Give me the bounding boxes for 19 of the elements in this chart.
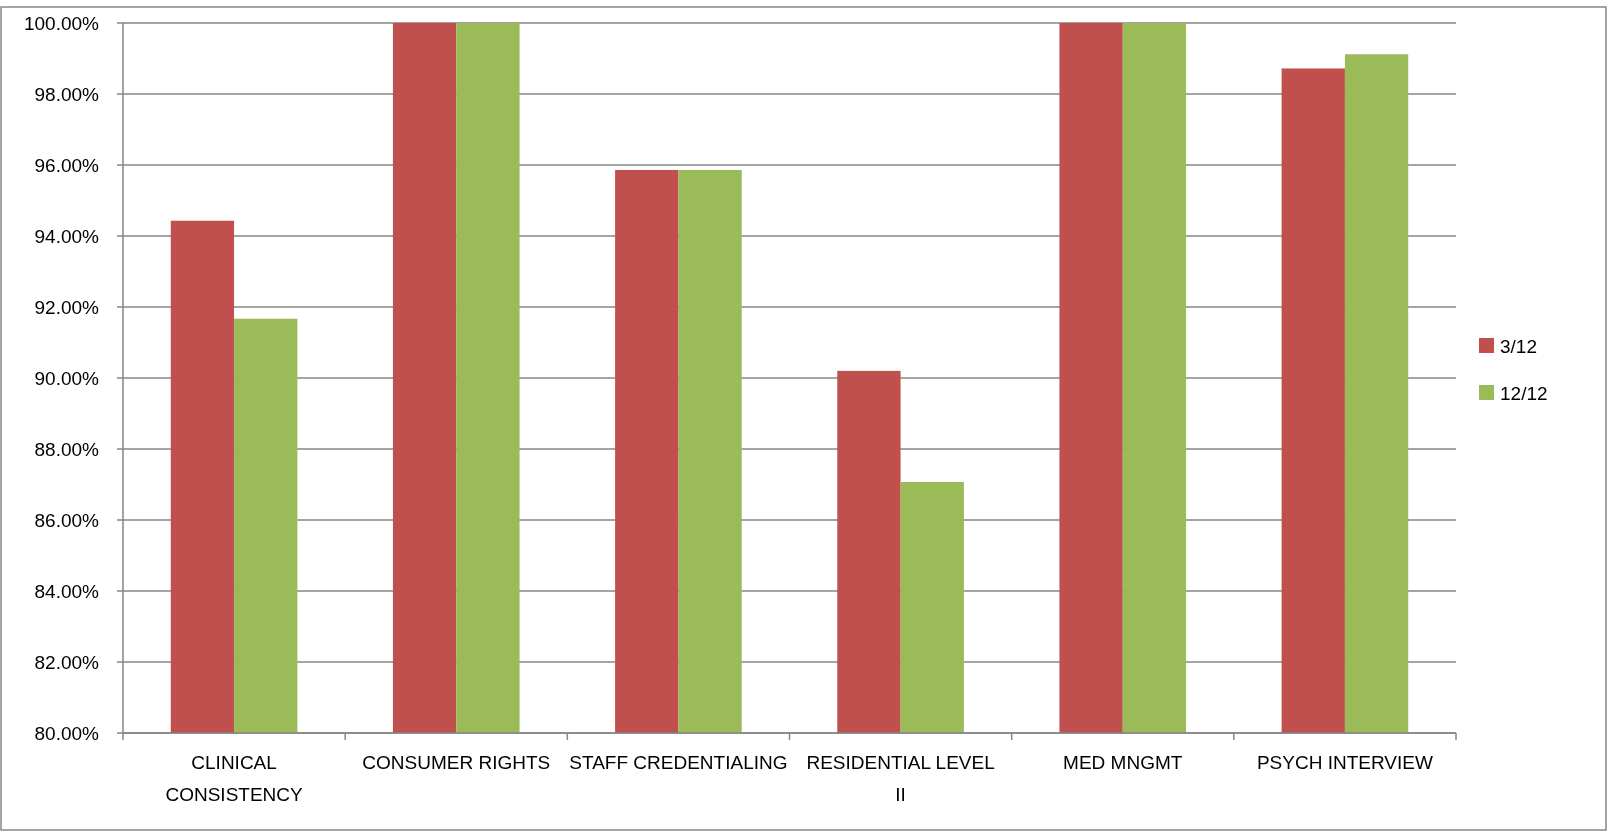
y-tick-label: 96.00% [34,154,100,176]
y-tick-label: 88.00% [34,438,100,460]
y-tick-label: 94.00% [34,225,100,247]
legend-label: 12/12 [1500,382,1548,404]
y-tick-label: 98.00% [34,83,100,105]
y-tick-label: 90.00% [34,367,100,389]
y-tick-label: 100.00% [23,12,100,34]
legend-label: 3/12 [1500,335,1537,357]
y-tick-label: 82.00% [34,651,100,673]
x-tick-label: PSYCH INTERVIEW [1256,752,1433,773]
x-tick-label: CLINICAL CONSISTENCY [165,752,304,805]
x-tick-label: RESIDENTIAL LEVEL II [806,752,995,805]
x-tick-label: STAFF CREDENTIALING [569,752,788,773]
y-tick-label: 92.00% [34,296,100,318]
y-tick-label: 84.00% [34,580,100,602]
y-tick-label: 80.00% [34,722,100,744]
y-tick-label: 86.00% [34,509,100,531]
x-tick-label: MED MNGMT [1063,752,1183,773]
x-tick-label: CONSUMER RIGHTS [362,752,551,773]
